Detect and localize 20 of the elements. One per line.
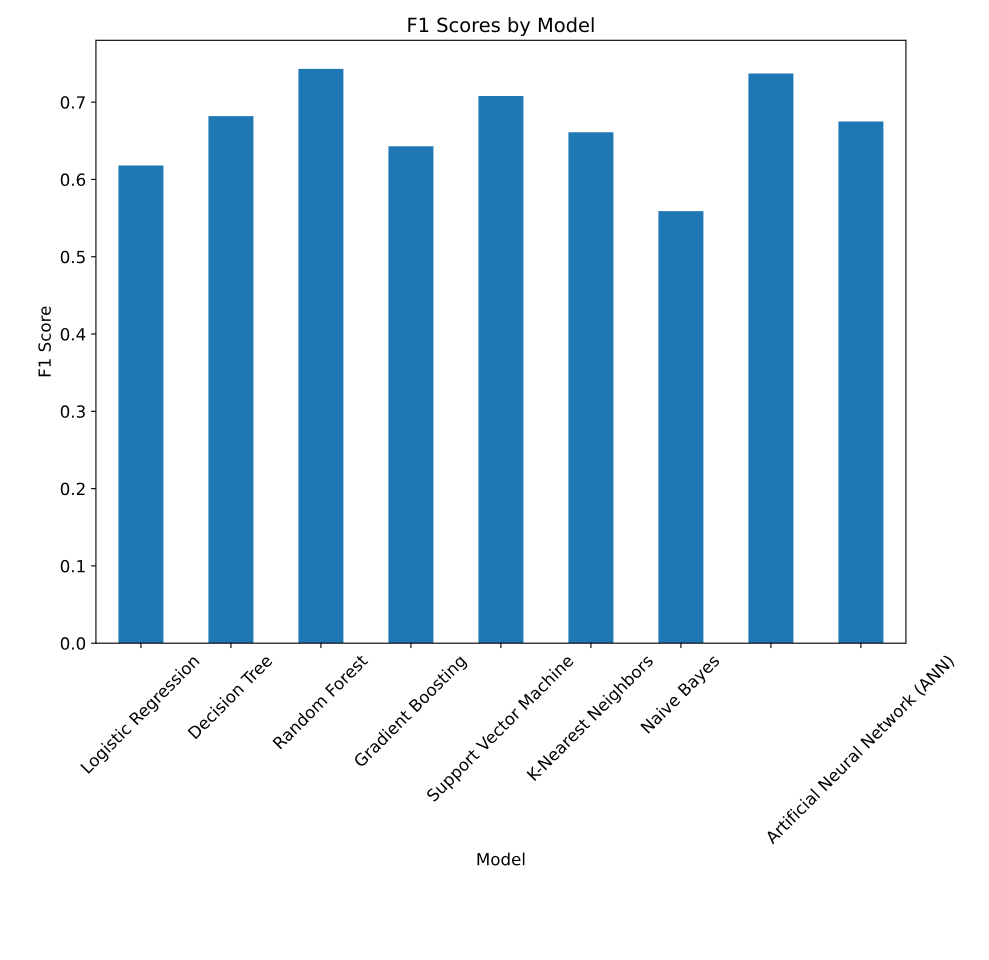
bar (388, 146, 434, 644)
y-tick-label: 0.5 (60, 250, 85, 264)
bar (838, 121, 884, 644)
bar (568, 132, 614, 644)
bar (748, 74, 794, 644)
x-axis-title: Model (478, 852, 524, 866)
bar (118, 166, 164, 644)
y-tick-label: 0.7 (60, 96, 85, 109)
bar (478, 96, 524, 644)
y-tick-label: 0.2 (60, 482, 85, 496)
y-tick-label: 0.1 (60, 560, 85, 572)
bar (208, 116, 254, 644)
y-axis-title: F1 Score (38, 306, 51, 376)
y-tick-label: 0.0 (60, 637, 86, 650)
y-tick-label: 0.3 (60, 405, 85, 418)
y-tick-label: 0.6 (60, 173, 86, 186)
chart-title: F1 Scores by Model (408, 17, 594, 36)
bar (658, 211, 704, 644)
bar (298, 68, 344, 644)
y-tick-label: 0.4 (60, 328, 86, 341)
